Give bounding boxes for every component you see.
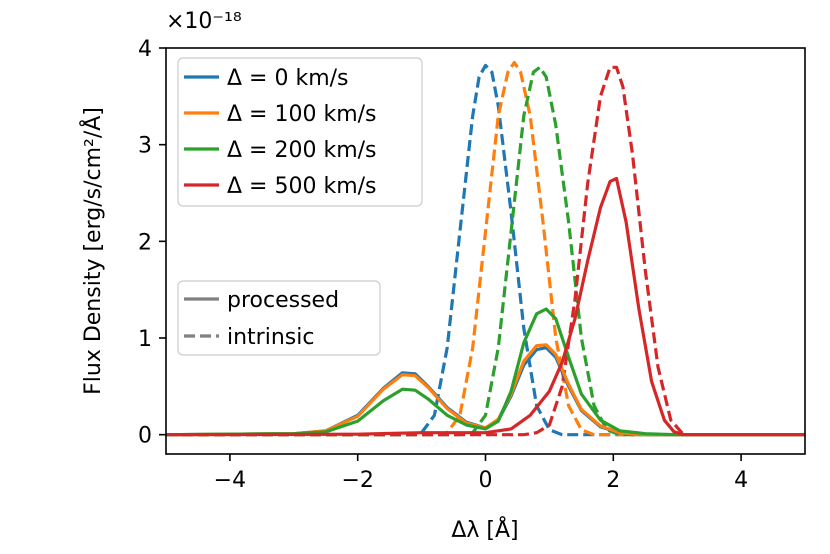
x-tick-label: 4 xyxy=(734,468,748,493)
legend-label-4: Δ = 500 km/s xyxy=(227,174,377,199)
legend-label-1: Δ = 0 km/s xyxy=(227,66,349,91)
series-line-4 xyxy=(166,65,805,437)
series-line-1 xyxy=(166,63,805,437)
legend-label-3: Δ = 200 km/s xyxy=(227,138,377,163)
legend-style-label-1: processed xyxy=(227,288,339,313)
y-tick-label: 4 xyxy=(138,37,152,62)
x-tick-label: −2 xyxy=(341,468,373,493)
x-tick-label: 2 xyxy=(606,468,620,493)
x-tick-label: 0 xyxy=(479,468,493,493)
style-legend-items: processed intrinsic xyxy=(184,288,339,350)
y-tick-label: 1 xyxy=(138,327,152,352)
y-axis-multiplier: ×10⁻¹⁸ xyxy=(166,9,242,34)
series-line-6 xyxy=(166,343,805,437)
style-legend: processed intrinsic xyxy=(177,280,381,356)
y-tick-label: 2 xyxy=(138,230,152,255)
style-legend-box xyxy=(177,280,381,356)
plot-lines xyxy=(166,60,805,437)
series-legend-items: Δ = 0 km/s Δ = 100 km/s Δ = 200 km/s Δ = 50… xyxy=(184,66,377,199)
series-line-7 xyxy=(166,307,805,437)
series-line-8 xyxy=(166,176,805,437)
x-axis-label: Δλ [Å] xyxy=(451,516,518,543)
series-line-5 xyxy=(166,346,805,437)
x-tick-label: −4 xyxy=(214,468,246,493)
series-line-3 xyxy=(166,65,805,437)
series-legend: Δ = 0 km/s Δ = 100 km/s Δ = 200 km/s Δ = 50… xyxy=(177,57,423,207)
legend-style-label-2: intrinsic xyxy=(227,325,314,350)
legend-label-2: Δ = 100 km/s xyxy=(227,102,377,127)
y-tick-label: 0 xyxy=(138,424,152,449)
x-axis-ticks: −4 −2 0 2 4 xyxy=(214,454,748,493)
series-legend-box xyxy=(177,57,423,207)
y-axis-label: Flux Density [erg/s/cm²/Å] xyxy=(79,107,106,395)
y-tick-label: 3 xyxy=(138,134,152,159)
y-axis-ticks: 0 1 2 3 4 xyxy=(138,37,166,449)
